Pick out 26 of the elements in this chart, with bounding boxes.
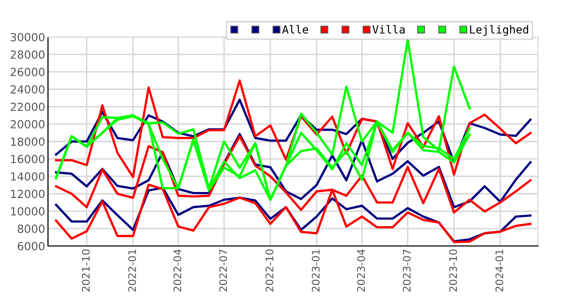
x-tick-label: 2022-10 [266,249,274,292]
y-tick-label: 26000 [10,68,44,76]
y-tick-label: 16000 [11,154,44,164]
x-tick-label: 2022-01 [128,250,136,292]
y-tick-label: 10000 [11,207,44,216]
x-tick-label: 2023-01 [312,250,320,292]
y-tick-label: 24000 [10,85,44,94]
y-tick-label: 12000 [11,190,44,198]
y-tick-label: 14000 [11,172,44,181]
legend-label: Alle [282,24,308,34]
y-tick-label: 30000 [10,32,44,42]
x-tick-label: 2022-04 [173,249,182,292]
y-tick-label: 8000 [18,224,44,233]
legend-label: Lejlighed [470,24,528,36]
x-tick-label: 2023-10 [449,249,458,292]
y-tick-label: 6000 [18,242,44,250]
y-tick-label: 20000 [10,120,44,128]
y-tick-label: 22000 [10,102,44,112]
y-tick-label: 28000 [10,50,44,59]
y-tick-label: 18000 [11,137,44,146]
legend-label: Villa [372,24,405,34]
x-tick-label: 2022-07 [219,250,228,292]
x-tick-label: 2023-07 [402,250,411,292]
x-tick-label: 2021-10 [82,249,90,292]
x-tick-label: 2023-04 [357,249,365,292]
x-tick-label: 2024-01 [495,250,504,292]
